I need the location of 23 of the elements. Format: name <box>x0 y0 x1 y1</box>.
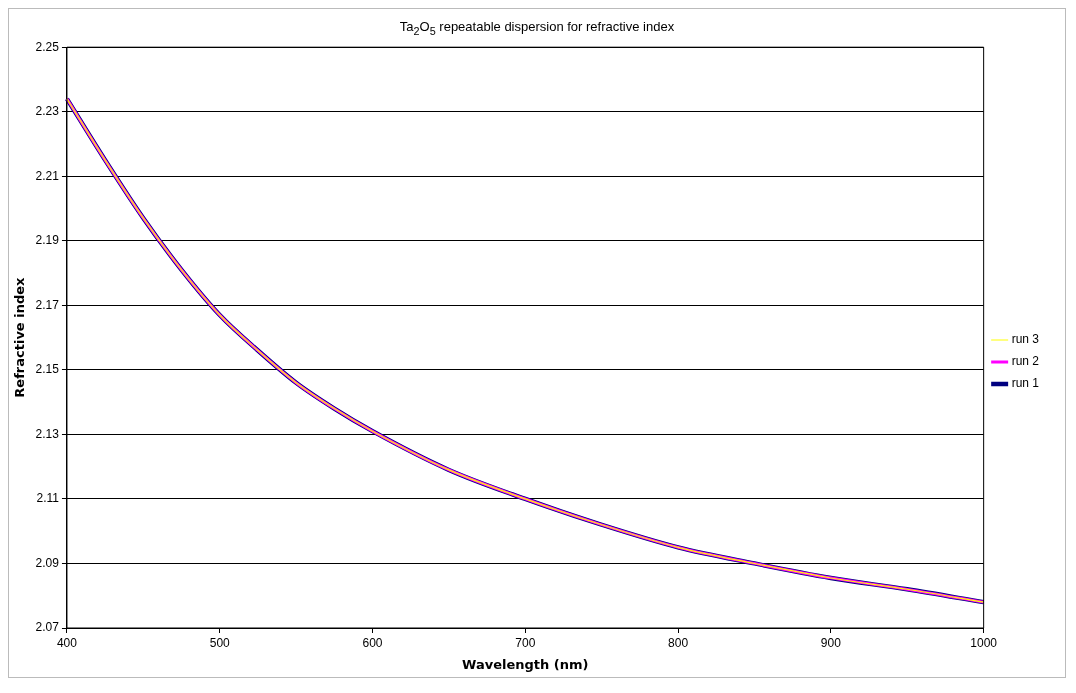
x-tick-label: 800 <box>668 635 689 650</box>
y-tick-label: 2.07 <box>35 619 60 634</box>
x-axis-title: Wavelength (nm) <box>462 656 589 672</box>
y-tick-label: 2.11 <box>36 490 60 505</box>
y-tick-label: 2.25 <box>35 39 60 54</box>
legend-label: run 1 <box>1011 375 1040 390</box>
x-tick-label: 600 <box>362 635 383 650</box>
y-axis-title: Refractive index <box>12 276 28 398</box>
chart-title: Ta$_{2}$O$_{5}$ repeatable dispersion for refractive index <box>398 18 676 37</box>
y-tick-label: 2.17 <box>35 297 60 312</box>
x-tick-label: 500 <box>209 635 231 650</box>
x-tick-label: 1000 <box>970 635 998 650</box>
y-tick-label: 2.13 <box>35 426 60 441</box>
legend-label: run 3 <box>1011 331 1040 346</box>
y-tick-label: 2.23 <box>35 103 60 118</box>
legend-label: run 2 <box>1011 353 1040 368</box>
x-tick-label: 900 <box>820 635 842 650</box>
y-tick-label: 2.19 <box>35 232 60 247</box>
x-tick-label: 700 <box>515 635 536 650</box>
y-tick-label: 2.09 <box>35 555 60 570</box>
y-tick-label: 2.21 <box>35 168 60 183</box>
x-tick-label: 400 <box>56 635 78 650</box>
y-tick-label: 2.15 <box>35 361 60 376</box>
